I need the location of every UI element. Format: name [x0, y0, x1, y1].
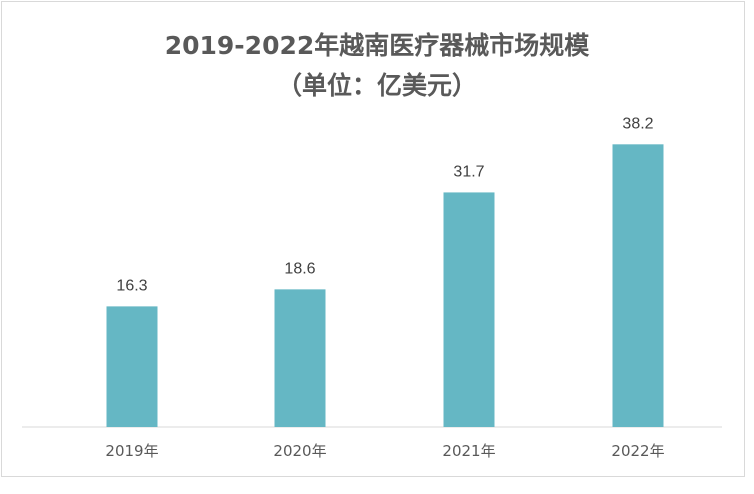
- bar-2021年: [443, 192, 495, 427]
- chart-subtitle-unit: （单位：亿美元）: [276, 71, 477, 100]
- x-tick-label: 2019年: [105, 442, 158, 460]
- x-tick-label: 2020年: [273, 442, 326, 460]
- x-tick-label: 2021年: [442, 442, 495, 460]
- data-label: 16.3: [116, 277, 147, 294]
- bar-2020年: [274, 289, 326, 427]
- bar-2022年: [612, 144, 664, 427]
- data-label: 38.2: [622, 115, 653, 132]
- data-label: 18.6: [284, 260, 315, 277]
- data-label: 31.7: [453, 163, 484, 180]
- x-tick-label: 2022年: [611, 442, 664, 460]
- chart-title: 2019-2022年越南医疗器械市场规模: [164, 31, 590, 60]
- bar-2019年: [106, 306, 158, 427]
